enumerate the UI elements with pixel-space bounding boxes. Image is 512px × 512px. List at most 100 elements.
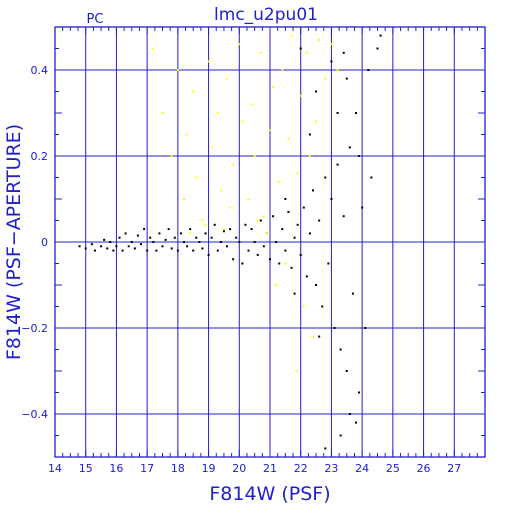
y-tick-label: −0.4	[21, 408, 48, 421]
data-point	[284, 198, 287, 200]
data-point	[293, 292, 296, 295]
data-point	[222, 230, 225, 233]
data-point	[100, 245, 103, 248]
data-point	[262, 215, 265, 218]
data-point	[259, 219, 262, 222]
data-point	[299, 253, 302, 256]
data-point	[336, 69, 339, 71]
data-point	[312, 189, 314, 192]
data-point	[262, 245, 265, 248]
data-point	[296, 172, 299, 175]
data-point	[308, 155, 311, 157]
data-point	[256, 219, 259, 222]
data-point	[195, 236, 198, 239]
data-point	[93, 249, 96, 252]
y-tick-label: −0.2	[21, 322, 48, 335]
data-point	[176, 249, 179, 252]
data-point	[315, 120, 318, 123]
data-point	[90, 243, 93, 246]
data-point	[376, 47, 379, 50]
data-point	[358, 391, 361, 394]
x-tick-label: 17	[140, 462, 154, 475]
data-point	[275, 241, 278, 243]
data-point	[342, 51, 345, 54]
data-point	[149, 236, 152, 239]
data-point	[315, 90, 318, 93]
data-point	[133, 247, 136, 250]
data-point	[161, 112, 164, 114]
data-point	[256, 253, 259, 256]
data-point	[305, 51, 308, 54]
y-axis-label: F814W (PSF−APERTURE)	[3, 124, 25, 360]
data-point	[226, 77, 228, 80]
data-point	[348, 413, 351, 415]
data-point	[186, 245, 189, 248]
data-point	[106, 247, 109, 250]
data-point	[232, 258, 235, 261]
data-point	[379, 34, 382, 37]
x-tick-label: 22	[294, 462, 308, 475]
x-tick-label: 16	[109, 462, 123, 475]
data-point	[213, 223, 216, 226]
data-point	[222, 228, 225, 231]
data-point	[232, 163, 235, 166]
data-point	[355, 112, 357, 114]
x-tick-label: 15	[79, 462, 93, 475]
data-point	[324, 77, 327, 80]
data-point	[318, 219, 321, 222]
data-point	[361, 206, 364, 209]
data-point	[265, 232, 268, 235]
data-point	[345, 370, 348, 372]
data-point	[370, 176, 373, 179]
data-point	[351, 292, 354, 295]
data-point	[204, 232, 207, 235]
x-tick-label: 21	[263, 462, 277, 475]
data-point	[269, 129, 271, 132]
data-point	[299, 47, 302, 50]
data-point	[296, 223, 299, 226]
data-point	[173, 236, 176, 239]
data-point	[167, 228, 170, 231]
data-point	[345, 77, 348, 80]
data-point	[330, 43, 333, 46]
x-tick-label: 25	[386, 462, 400, 475]
data-point	[244, 223, 247, 226]
data-point	[84, 247, 87, 250]
data-point	[78, 245, 81, 248]
data-point	[308, 232, 311, 235]
data-point	[293, 236, 296, 239]
data-point	[201, 219, 204, 222]
data-point	[281, 228, 284, 231]
data-point	[229, 228, 232, 231]
data-point	[272, 215, 275, 218]
data-point	[219, 241, 222, 243]
data-point	[136, 234, 139, 237]
data-point	[152, 241, 155, 243]
data-point	[247, 198, 250, 200]
data-point	[269, 258, 271, 261]
data-point	[161, 245, 164, 248]
data-points	[78, 34, 382, 450]
data-point	[275, 284, 278, 286]
data-point	[302, 206, 305, 209]
data-point	[308, 133, 311, 136]
data-point	[278, 180, 281, 183]
data-point	[302, 305, 305, 308]
data-point	[204, 223, 207, 226]
data-point	[250, 103, 253, 106]
data-point	[216, 249, 219, 252]
data-point	[155, 249, 158, 252]
x-tick-label: 19	[202, 462, 216, 475]
data-point	[152, 47, 155, 50]
data-point	[333, 327, 336, 329]
data-point	[121, 249, 124, 252]
data-point	[207, 60, 210, 63]
data-point	[112, 249, 115, 252]
data-point	[259, 51, 262, 54]
data-point	[324, 176, 327, 179]
x-tick-label: 20	[232, 462, 246, 475]
data-point	[296, 370, 299, 372]
data-point	[290, 266, 293, 269]
x-tick-label: 23	[324, 462, 338, 475]
